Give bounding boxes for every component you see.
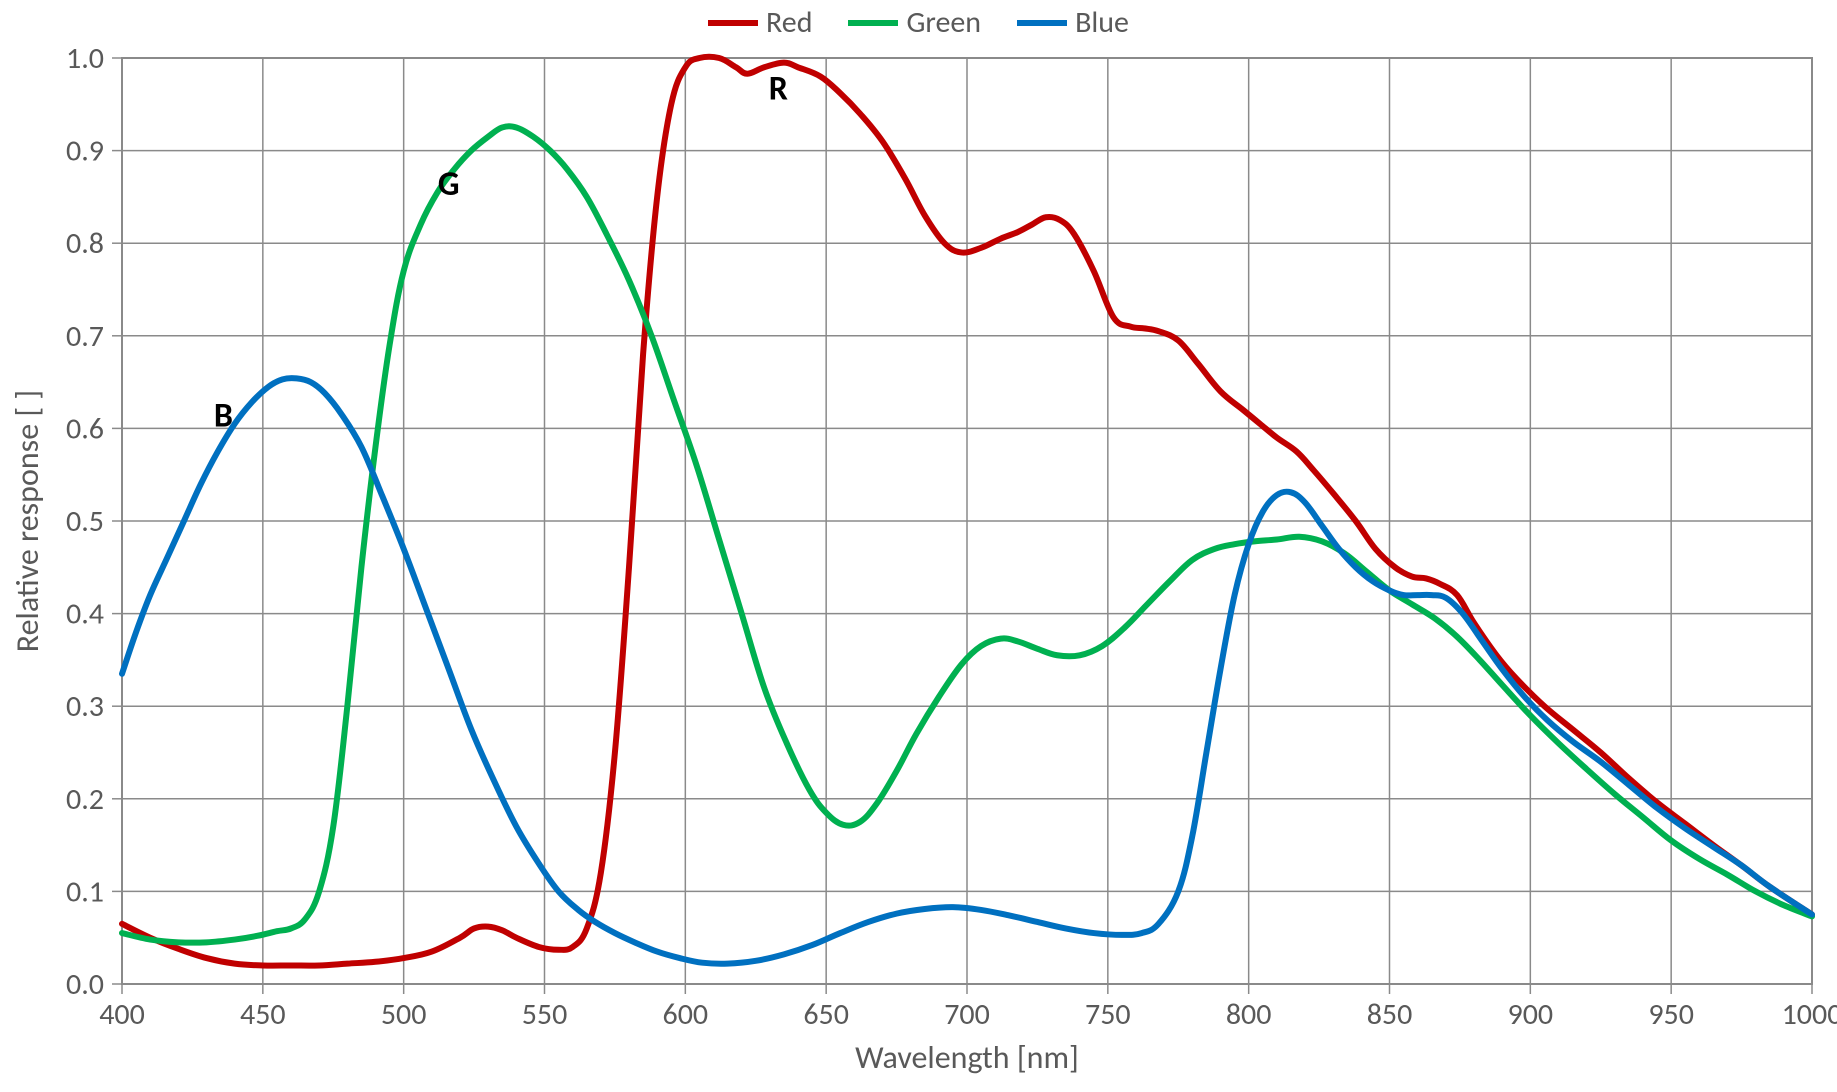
y-tick-label: 0.5 bbox=[66, 503, 104, 540]
x-tick-label: 500 bbox=[381, 996, 427, 1033]
spectral-response-chart: Red Green Blue 400 450 500 550 600 650 700 750 800… bbox=[0, 0, 1837, 1092]
annotation-R: R bbox=[769, 69, 788, 110]
y-tick-label: 0.7 bbox=[66, 318, 104, 355]
x-tick-label: 1000 bbox=[1782, 996, 1837, 1033]
legend-item-blue: Blue bbox=[1017, 4, 1129, 41]
y-tick-label: 0.2 bbox=[66, 781, 104, 818]
legend-swatch bbox=[848, 20, 898, 26]
y-tick-label: 0.6 bbox=[66, 410, 104, 447]
y-tick-label: 0.8 bbox=[66, 225, 104, 262]
y-tick-label: 0.4 bbox=[66, 596, 104, 633]
legend-label: Red bbox=[766, 4, 812, 41]
x-tick-label: 750 bbox=[1085, 996, 1131, 1033]
y-tick-label: 1.0 bbox=[66, 40, 104, 77]
y-axis-title: Relative response [ ] bbox=[8, 390, 47, 652]
x-tick-label: 650 bbox=[803, 996, 849, 1033]
annotation-B: B bbox=[214, 396, 233, 437]
x-tick-label: 850 bbox=[1367, 996, 1413, 1033]
y-tick-label: 0.0 bbox=[66, 966, 104, 1003]
x-tick-label: 800 bbox=[1226, 996, 1272, 1033]
x-tick-label: 450 bbox=[240, 996, 286, 1033]
legend-swatch bbox=[1017, 20, 1067, 26]
legend-label: Green bbox=[906, 4, 981, 41]
legend-item-red: Red bbox=[708, 4, 812, 41]
x-tick-label: 600 bbox=[663, 996, 709, 1033]
x-axis-title: Wavelength [nm] bbox=[855, 1038, 1079, 1077]
y-tick-label: 0.9 bbox=[66, 133, 104, 170]
x-tick-label: 550 bbox=[522, 996, 568, 1033]
legend-item-green: Green bbox=[848, 4, 981, 41]
x-tick-label: 700 bbox=[944, 996, 990, 1033]
x-tick-label: 950 bbox=[1648, 996, 1694, 1033]
legend-swatch bbox=[708, 20, 758, 26]
y-tick-label: 0.1 bbox=[66, 873, 104, 910]
y-tick-label: 0.3 bbox=[66, 688, 104, 725]
legend-label: Blue bbox=[1075, 4, 1129, 41]
chart-legend: Red Green Blue bbox=[0, 0, 1837, 41]
chart-svg: 400 450 500 550 600 650 700 750 800 850 900 950 1000… bbox=[0, 0, 1837, 1092]
x-tick-label: 400 bbox=[99, 996, 145, 1033]
x-tick-label: 900 bbox=[1508, 996, 1554, 1033]
annotation-G: G bbox=[438, 164, 460, 205]
